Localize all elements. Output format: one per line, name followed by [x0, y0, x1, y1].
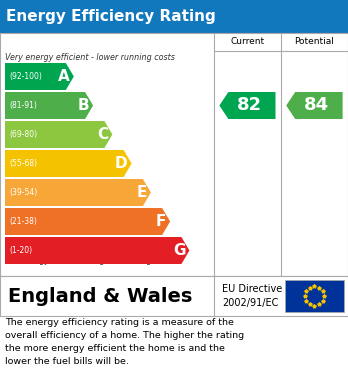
- Text: 82: 82: [237, 97, 262, 115]
- Text: (39-54): (39-54): [9, 188, 37, 197]
- Bar: [285, 280, 344, 312]
- Text: (69-80): (69-80): [9, 130, 37, 139]
- Text: D: D: [115, 156, 128, 171]
- Text: Not energy efficient - higher running costs: Not energy efficient - higher running co…: [5, 256, 175, 265]
- Text: C: C: [97, 127, 108, 142]
- Polygon shape: [5, 63, 74, 90]
- Text: Current: Current: [230, 38, 264, 47]
- Text: (92-100): (92-100): [9, 72, 42, 81]
- Text: G: G: [173, 243, 185, 258]
- Polygon shape: [5, 179, 151, 206]
- Polygon shape: [219, 92, 276, 119]
- Text: (21-38): (21-38): [9, 217, 37, 226]
- Text: Energy Efficiency Rating: Energy Efficiency Rating: [6, 9, 216, 24]
- Polygon shape: [5, 237, 189, 264]
- Text: Potential: Potential: [294, 38, 334, 47]
- Bar: [0, 33, 348, 276]
- Text: EU Directive
2002/91/EC: EU Directive 2002/91/EC: [222, 284, 282, 308]
- Text: The energy efficiency rating is a measure of the
overall efficiency of a home. T: The energy efficiency rating is a measur…: [5, 318, 244, 366]
- Text: (55-68): (55-68): [9, 159, 37, 168]
- Text: Very energy efficient - lower running costs: Very energy efficient - lower running co…: [5, 53, 175, 62]
- Text: 84: 84: [304, 97, 329, 115]
- Text: England & Wales: England & Wales: [8, 287, 192, 305]
- Polygon shape: [5, 150, 132, 177]
- Polygon shape: [5, 121, 112, 148]
- Polygon shape: [5, 92, 93, 119]
- Text: (1-20): (1-20): [9, 246, 32, 255]
- Bar: [0, 0, 348, 33]
- Polygon shape: [5, 208, 170, 235]
- Text: A: A: [58, 69, 70, 84]
- Text: (81-91): (81-91): [9, 101, 37, 110]
- Bar: [0, 276, 348, 316]
- Text: F: F: [156, 214, 166, 229]
- Text: E: E: [136, 185, 147, 200]
- Text: B: B: [78, 98, 89, 113]
- Polygon shape: [286, 92, 343, 119]
